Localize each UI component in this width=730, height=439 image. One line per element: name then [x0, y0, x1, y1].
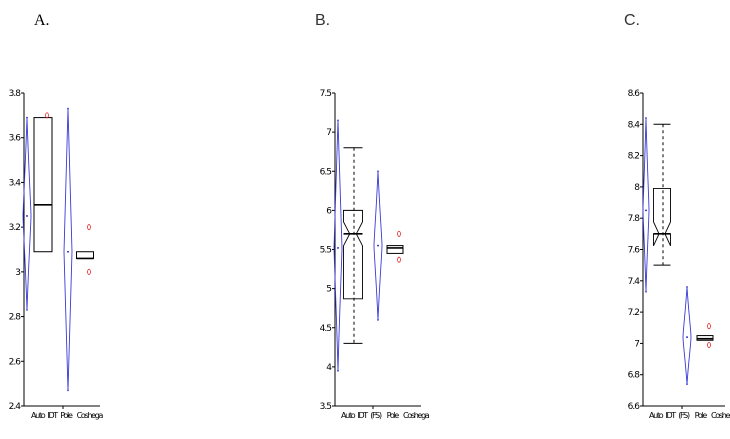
box-outline: [653, 188, 671, 247]
category-label: (FS): [370, 411, 382, 420]
y-tick-label: 8.4: [628, 120, 641, 130]
violin-bottom-dot: [645, 290, 647, 293]
category-label: Coshega: [711, 411, 730, 420]
panel-label: B.: [315, 12, 330, 29]
y-tick-label: 5: [326, 285, 331, 295]
y-tick-label: 6.5: [320, 167, 332, 177]
y-tick-label: 2.8: [9, 313, 22, 323]
violin-shape: [682, 287, 692, 385]
outlier-marker: [45, 112, 49, 119]
category-label: IDT: [47, 411, 58, 420]
violin-shape: [642, 118, 650, 292]
y-tick-label: 3.5: [320, 402, 332, 412]
category-label: IDT: [665, 411, 676, 420]
y-tick-label: 7.5: [320, 89, 332, 99]
panel-label: C.: [624, 12, 640, 29]
y-tick-label: 4.5: [320, 324, 332, 334]
chart-panel-2: B. 3.5 4 4.5 5 5.5 6 6.5 7 7.5 Auto IDT (FS) Pole Cosh…: [315, 12, 431, 420]
y-tick-label: 3.6: [9, 134, 22, 144]
violin-bottom-dot: [67, 389, 69, 392]
violin-top-dot: [26, 116, 28, 119]
violin-top-dot: [67, 107, 69, 110]
y-tick-label: 8: [634, 183, 640, 193]
violin-top-dot: [686, 286, 688, 288]
y-tick-label: 7.4: [628, 277, 641, 287]
y-tick-label: 7.2: [628, 308, 640, 318]
violin-bottom-dot: [26, 308, 28, 311]
chart-panel-1: A. 2.4 2.6 2.8 3 3.2 3.4 3.6 3.8 Auto IDT Pole Coshe…: [9, 12, 105, 420]
y-tick-label: 2.6: [9, 357, 22, 367]
category-label: Pole: [60, 411, 73, 420]
category-label: Auto: [341, 411, 356, 420]
violin-bottom-dot: [377, 319, 379, 321]
violin-bottom-dot: [686, 383, 688, 385]
violin-top-dot: [337, 119, 339, 122]
category-label: (FS): [678, 411, 690, 420]
y-tick-label: 7: [634, 339, 639, 349]
outlier-marker: [87, 224, 91, 231]
y-tick-label: 3.2: [9, 223, 21, 233]
box-outline: [343, 209, 363, 300]
y-tick-label: 3.8: [9, 89, 22, 99]
y-tick-label: 2.4: [9, 402, 22, 412]
y-tick-label: 6.6: [628, 402, 641, 412]
box-outline: [386, 245, 404, 254]
y-tick-label: 6.8: [628, 371, 641, 381]
outlier-marker: [707, 341, 711, 348]
chart-panel-3: C. 6.6 6.8 7 7.2 7.4 7.6 7.8 8 8.2 8.4 8.6 Auto IDT (F…: [624, 12, 730, 420]
violin-bottom-dot: [337, 369, 339, 372]
outlier-marker: [707, 323, 711, 330]
y-tick-label: 4: [326, 363, 332, 373]
category-label: Pole: [695, 411, 708, 420]
box-outline: [76, 251, 94, 259]
y-tick-label: 8.6: [628, 89, 641, 99]
category-label: Pole: [387, 411, 400, 420]
y-tick-label: 8.2: [628, 152, 640, 162]
category-label: Coshega: [77, 411, 104, 420]
y-tick-label: 7.8: [628, 214, 641, 224]
y-tick-label: 7: [326, 128, 331, 138]
outlier-marker: [87, 268, 91, 275]
outlier-marker: [397, 230, 401, 237]
y-tick-label: 6: [326, 206, 332, 216]
y-tick-label: 3.4: [9, 178, 22, 188]
violin-top-dot: [645, 117, 647, 119]
panel-label: A.: [34, 12, 50, 29]
violin-top-dot: [377, 170, 379, 173]
outlier-marker: [397, 256, 401, 263]
category-label: Auto: [31, 411, 46, 420]
box-outline: [33, 117, 53, 253]
category-label: Coshega: [403, 411, 430, 420]
y-tick-label: 5.5: [320, 246, 332, 256]
y-tick-label: 7.6: [628, 246, 641, 256]
category-label: IDT: [357, 411, 368, 420]
violin-shape: [63, 108, 73, 391]
category-label: Auto: [649, 411, 664, 420]
y-tick-label: 3: [15, 268, 20, 278]
